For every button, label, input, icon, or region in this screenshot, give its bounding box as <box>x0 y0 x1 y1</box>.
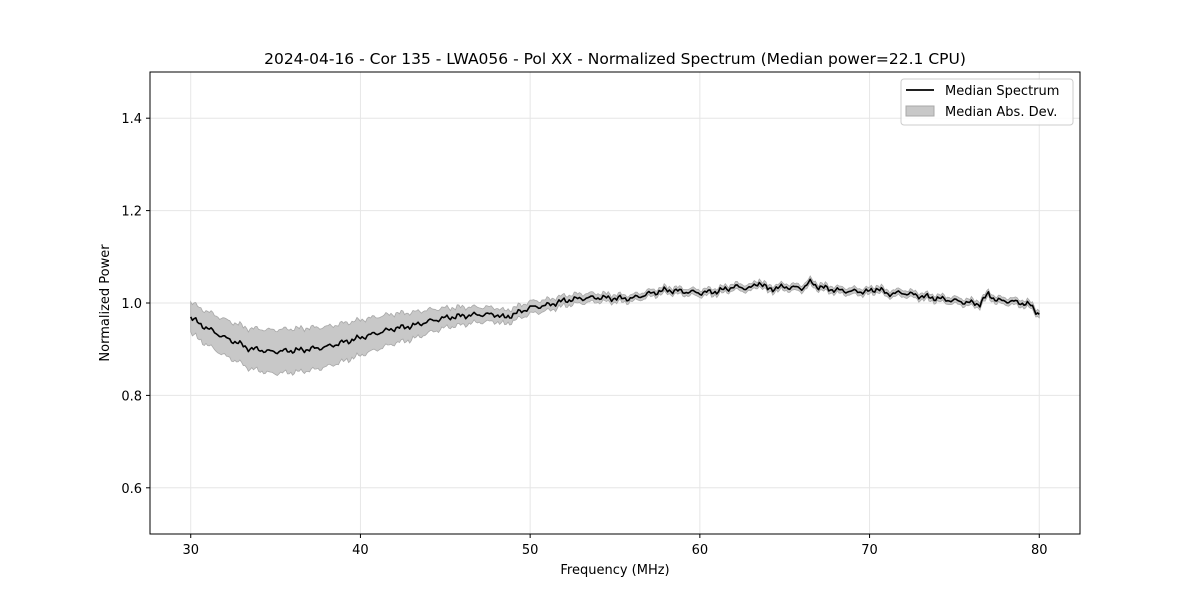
x-tick-label: 40 <box>352 543 369 558</box>
x-tick-label: 80 <box>1031 543 1048 558</box>
y-tick-label: 1.4 <box>121 112 142 127</box>
median-spectrum-line <box>189 278 1040 355</box>
chart-title: 2024-04-16 - Cor 135 - LWA056 - Pol XX -… <box>264 50 966 68</box>
y-axis-label: Normalized Power <box>98 244 113 362</box>
x-tick-label: 70 <box>861 543 878 558</box>
y-tick-label: 0.6 <box>121 482 142 497</box>
median-abs-dev-band <box>190 275 1040 376</box>
y-tick-label: 0.8 <box>121 389 142 404</box>
x-axis-label: Frequency (MHz) <box>560 563 669 578</box>
legend: Median Spectrum Median Abs. Dev. <box>900 78 1074 126</box>
x-tick-label: 30 <box>182 543 199 558</box>
y-tick-label: 1.2 <box>121 205 142 220</box>
median-line-layer <box>189 278 1040 355</box>
legend-band-swatch <box>905 105 935 117</box>
y-tick-label: 1.0 <box>121 297 142 312</box>
x-tick-label: 50 <box>522 543 539 558</box>
x-axis-ticks: 30 40 50 60 70 80 <box>182 534 1048 558</box>
legend-box <box>900 78 1074 126</box>
x-tick-label: 60 <box>692 543 709 558</box>
y-axis-ticks: 0.6 0.8 1.0 1.2 1.4 <box>121 112 150 497</box>
legend-label-median-spectrum: Median Spectrum <box>945 84 1059 99</box>
legend-label-median-abs-dev: Median Abs. Dev. <box>945 105 1057 120</box>
mad-band-layer <box>190 275 1040 376</box>
